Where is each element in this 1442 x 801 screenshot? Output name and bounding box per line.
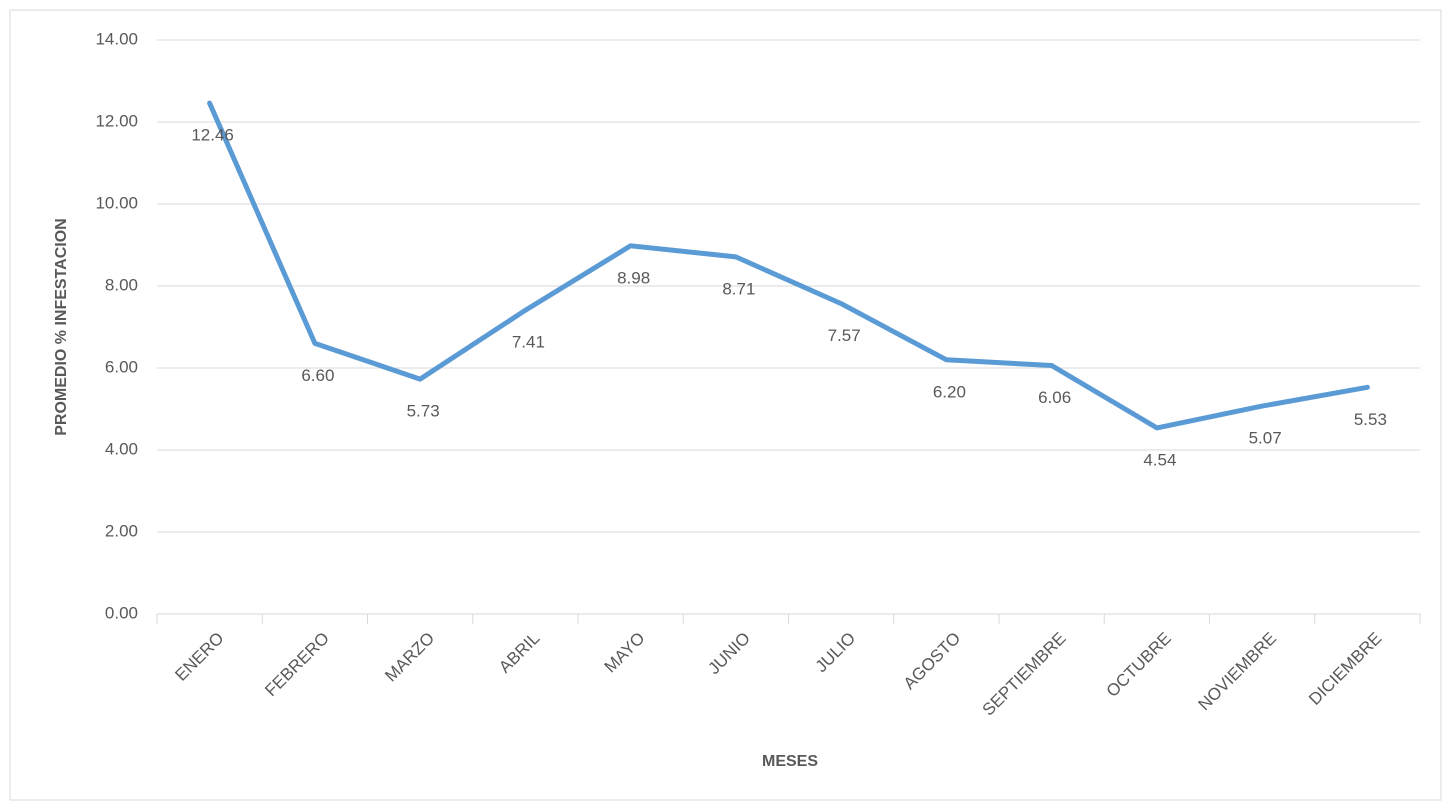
- value-label: 5.53: [1354, 410, 1387, 429]
- value-label: 5.73: [407, 402, 440, 421]
- y-tick-label: 4.00: [105, 439, 138, 458]
- y-tick-label: 12.00: [95, 111, 138, 130]
- y-tick-label: 6.00: [105, 357, 138, 376]
- chart-frame: [9, 9, 1442, 801]
- y-axis-title: PROMEDIO % INFESTACION: [53, 218, 70, 436]
- value-label: 8.98: [617, 268, 650, 287]
- value-label: 6.20: [933, 382, 966, 401]
- value-label: 6.06: [1038, 388, 1071, 407]
- value-label: 5.07: [1249, 429, 1282, 448]
- y-tick-label: 2.00: [105, 521, 138, 540]
- value-label: 7.41: [512, 333, 545, 352]
- value-label: 4.54: [1143, 450, 1176, 469]
- y-tick-label: 8.00: [105, 275, 138, 294]
- y-tick-label: 14.00: [95, 29, 138, 48]
- value-label: 12.46: [191, 126, 234, 145]
- x-axis-title: MESES: [762, 753, 818, 770]
- y-tick-label: 0.00: [105, 603, 138, 622]
- y-tick-label: 10.00: [95, 193, 138, 212]
- value-label: 7.57: [828, 326, 861, 345]
- line: [207, 100, 1370, 431]
- value-label: 8.71: [722, 279, 755, 298]
- value-label: 6.60: [301, 366, 334, 385]
